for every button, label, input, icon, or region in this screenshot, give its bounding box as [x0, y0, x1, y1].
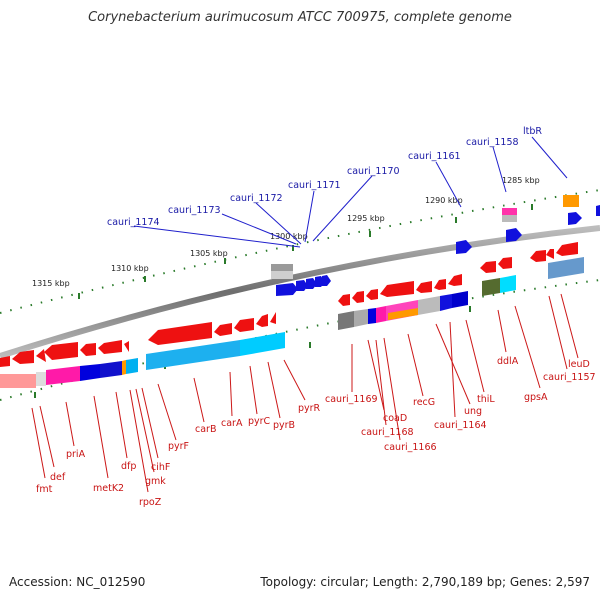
gene-label-reverse[interactable]: cauri_1169 [325, 394, 378, 405]
genome-backbone [0, 225, 600, 359]
gene-label-reverse[interactable]: ddlA [497, 356, 519, 367]
gene-label-reverse[interactable]: recG [413, 397, 435, 408]
kbp-label: 1305 kbp [190, 249, 228, 258]
gene-label-reverse[interactable]: pyrR [298, 403, 321, 414]
gene-label-reverse[interactable]: thiL [477, 394, 495, 405]
accession-info: Accession: NC_012590 [9, 575, 146, 589]
gene-label-forward[interactable]: cauri_1161 [408, 151, 461, 162]
gene-label-reverse[interactable]: leuD [568, 359, 590, 370]
gene-label-reverse[interactable]: cauri_1166 [384, 442, 437, 453]
kbp-label: 1300 kbp [270, 232, 308, 241]
gene-label-reverse[interactable]: gmk [145, 476, 166, 487]
reverse-cog-bars [0, 257, 584, 388]
gene-label-forward[interactable]: cauri_1174 [107, 217, 160, 228]
gene-label-reverse[interactable]: cauri_1164 [434, 420, 487, 431]
inner-tick-track [0, 279, 600, 401]
forward-label-leaders [133, 136, 568, 248]
gene-label-forward[interactable]: cauri_1172 [230, 193, 283, 204]
gene-label-forward[interactable]: cauri_1158 [466, 137, 519, 148]
gene-label-reverse[interactable]: rpoZ [139, 497, 162, 508]
kbp-label: 1315 kbp [32, 279, 70, 288]
kbp-label: 1285 kbp [502, 176, 540, 185]
topology-info: Topology: circular; Length: 2,790,189 bp… [260, 575, 590, 589]
gene-label-reverse[interactable]: cauri_1168 [361, 427, 414, 438]
kbp-label: 1310 kbp [111, 264, 149, 273]
gene-label-reverse[interactable]: pyrC [248, 416, 271, 427]
gene-label-reverse[interactable]: dfp [121, 461, 136, 472]
gene-label-reverse[interactable]: pyrF [168, 441, 189, 452]
gene-label-reverse[interactable]: pyrB [273, 420, 295, 431]
gene-label-reverse[interactable]: def [50, 472, 66, 483]
reverse-label-leaders [31, 293, 579, 493]
forward-features[interactable] [271, 195, 600, 296]
gene-label-reverse[interactable]: metK2 [93, 483, 124, 494]
gene-label-reverse[interactable]: carB [195, 424, 216, 435]
gene-label-reverse[interactable]: cauri_1157 [543, 372, 596, 383]
reverse-cds-arrows[interactable] [0, 242, 578, 367]
kbp-label: 1290 kbp [425, 196, 463, 205]
gene-label-reverse[interactable]: priA [66, 449, 86, 460]
gene-label-forward[interactable]: cauri_1170 [347, 166, 400, 177]
gene-label-reverse[interactable]: gpsA [524, 392, 548, 403]
gene-label-forward[interactable]: ltbR [523, 126, 542, 137]
gene-label-reverse[interactable]: ung [464, 406, 482, 417]
gene-label-forward[interactable]: cauri_1173 [168, 205, 221, 216]
gene-label-reverse[interactable]: coaD [383, 413, 407, 424]
gene-label-reverse[interactable]: carA [221, 418, 243, 429]
gene-label-reverse[interactable]: fmt [36, 484, 53, 495]
map-title: Corynebacterium aurimucosum ATCC 700975,… [88, 10, 512, 25]
kbp-label: 1295 kbp [347, 214, 385, 223]
gene-label-reverse[interactable]: cihF [151, 462, 170, 473]
gene-label-forward[interactable]: cauri_1171 [288, 180, 341, 191]
